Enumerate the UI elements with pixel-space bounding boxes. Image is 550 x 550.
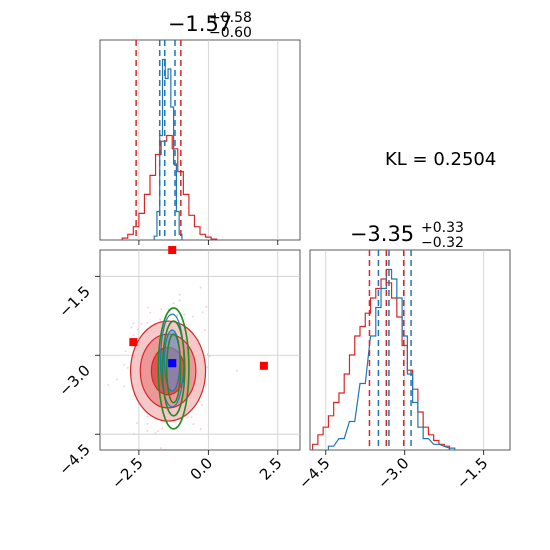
- contour-green-2: [165, 333, 182, 404]
- tick-label-2d-x-0: −2.5: [108, 454, 146, 492]
- scatter-point-red: [126, 366, 129, 369]
- scatter-point-red: [200, 404, 203, 407]
- marker-red-0: [168, 246, 177, 254]
- marker-red-1: [129, 338, 138, 347]
- scatter-point-red: [107, 383, 110, 386]
- scatter-point-red: [149, 311, 152, 314]
- scatter-point-red: [132, 433, 135, 436]
- scatter-point-red: [206, 353, 209, 356]
- scatter-point-red: [130, 326, 133, 329]
- scatter-point-red: [146, 429, 149, 432]
- scatter-point-red: [116, 378, 119, 381]
- scatter-point-red: [169, 311, 172, 314]
- tick-label-2d-y-0: −4.5: [55, 440, 93, 478]
- scatter-point-red: [190, 416, 193, 419]
- tick-label-2d-x-1: 0.0: [187, 454, 217, 484]
- scatter-point-red: [201, 311, 204, 314]
- scatter-point-red: [205, 305, 208, 308]
- scatter-point-red: [146, 322, 149, 325]
- tick-label-right-x-2: −1.5: [453, 454, 491, 492]
- scatter-point-blue: [176, 313, 179, 316]
- scatter-point-red: [146, 422, 149, 425]
- panel-top-left-frame: [99, 39, 301, 241]
- scatter-point-red: [136, 328, 139, 331]
- scatter-point-red: [192, 423, 195, 426]
- title-y-sub: −0.32: [421, 235, 464, 251]
- tick-label-2d-y-2: −1.5: [55, 282, 93, 320]
- marker-red-2: [259, 361, 268, 370]
- scatter-point-red: [208, 355, 211, 358]
- hist-x-red-series: [121, 134, 218, 240]
- scatter-point-red: [187, 416, 190, 419]
- panel-bottom-right-frame: [309, 249, 511, 451]
- histogram-layer: [121, 40, 456, 450]
- scatter-point-red: [154, 432, 157, 435]
- marker-blue: [168, 359, 177, 368]
- panel-bottom-left-frame: [99, 249, 301, 451]
- contour-green-0: [157, 307, 190, 430]
- scatter-point-red: [124, 350, 127, 353]
- scatter-point-red: [206, 366, 209, 369]
- kl-annotation: KL = 0.2504: [385, 149, 496, 170]
- tick-label-2d-y-1: −3.0: [55, 361, 93, 399]
- joint-density-layer: [107, 246, 268, 450]
- scatter-point-blue: [172, 302, 175, 305]
- scatter-point-red: [178, 299, 181, 302]
- scatter-point-red: [161, 427, 164, 430]
- scatter-point-blue: [183, 313, 186, 316]
- scatter-point-red: [132, 322, 135, 325]
- scatter-point-red: [123, 385, 126, 388]
- title-x-sup: +0.58: [209, 10, 252, 26]
- tick-label-right-x-0: −4.5: [295, 454, 333, 492]
- hist-y-blue-series: [327, 268, 456, 450]
- hist-y-red-series: [312, 278, 451, 450]
- scatter-point-red: [136, 422, 139, 425]
- scatter-point-red: [159, 318, 162, 321]
- scatter-point-red: [146, 306, 149, 309]
- scatter-point-red: [140, 322, 143, 325]
- scatter-point-red: [204, 328, 207, 331]
- title-x-sub: −0.60: [209, 25, 252, 41]
- title-x-main: −1.57: [168, 12, 232, 36]
- title-y-main: −3.35: [350, 222, 414, 246]
- tick-label-right-x-1: −3.0: [374, 454, 412, 492]
- scatter-point-red: [156, 430, 159, 433]
- scatter-point-red: [236, 369, 239, 372]
- scatter-point-red: [159, 447, 162, 450]
- title-x-param: −1.57: [168, 12, 232, 36]
- scatter-point-red: [191, 315, 194, 318]
- hist-x-blue-series: [153, 58, 183, 240]
- scatter-point-blue: [178, 293, 181, 296]
- scatter-point-red: [146, 415, 149, 418]
- scatter-point-red: [199, 428, 202, 431]
- scatter-point-blue: [160, 308, 163, 311]
- contour-green-1: [161, 320, 186, 417]
- tick-layer: −2.5 0.0 2.5 −4.5 −3.0 −1.5 −4.5 −3.0 −1.5: [55, 240, 492, 493]
- scatter-point-red: [199, 286, 202, 289]
- tick-label-2d-x-2: 2.5: [256, 454, 286, 484]
- scatter-point-red: [123, 364, 126, 367]
- scatter-point-red: [132, 334, 135, 337]
- title-y-sup: +0.33: [421, 220, 464, 236]
